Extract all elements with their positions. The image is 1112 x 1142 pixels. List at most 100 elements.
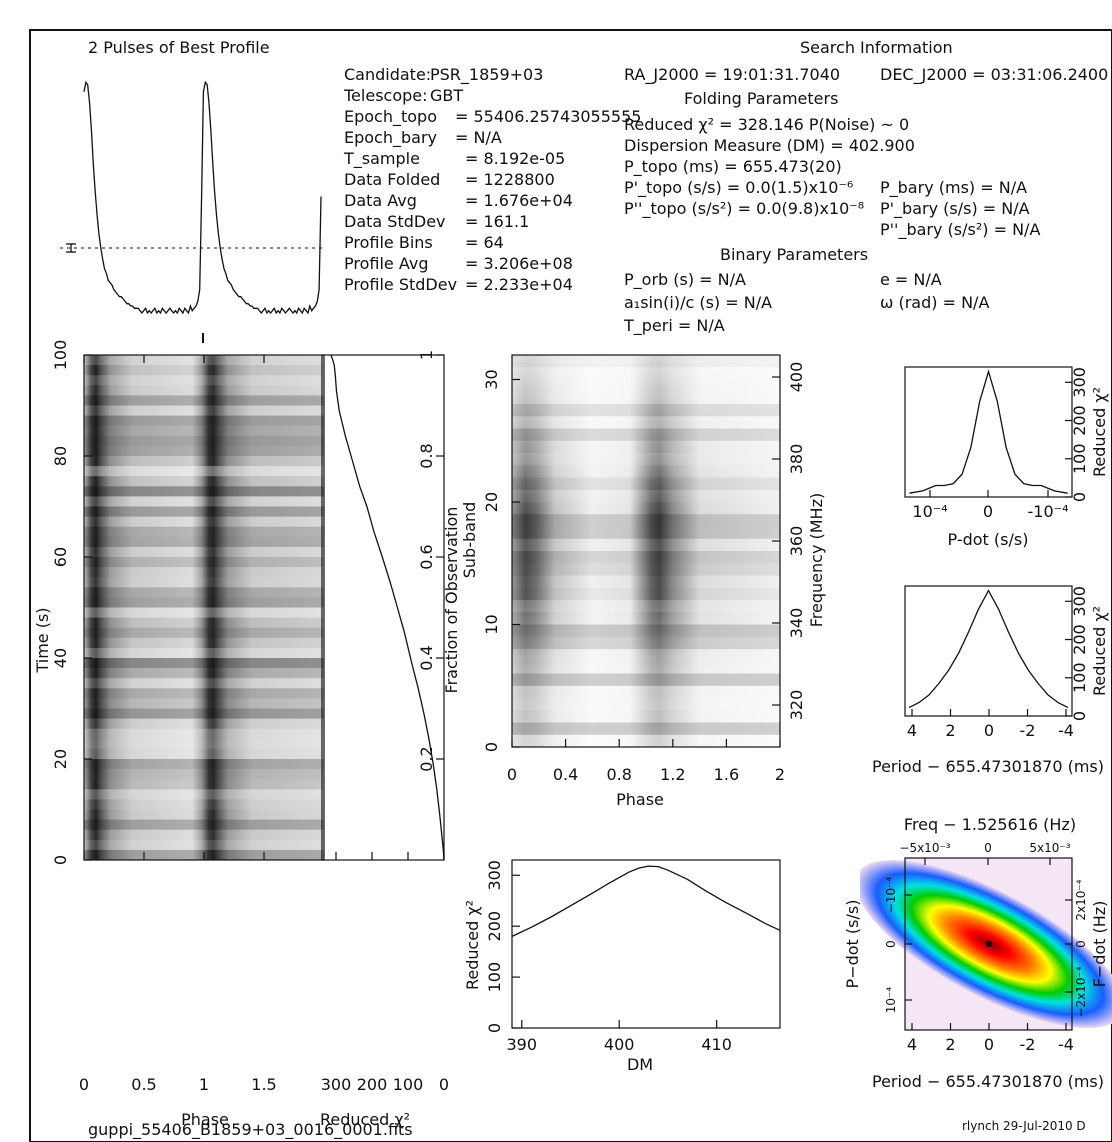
tick-label: 60 [51,547,70,567]
subint-row [84,577,324,588]
dm-chi2-line [511,865,781,937]
tick-label: -2 [1020,1035,1036,1054]
subint-row [84,456,324,467]
subint-row [84,830,324,840]
tick-label: 100 [485,962,504,993]
time-chi2-plot: 300 200 100 0 0.2 0.4 0.6 0.8 1 Reduced χ² Fract… [320,350,461,1129]
binary-line: P_orb (s) = N/A [624,270,746,290]
info-label: Profile Bins [344,233,433,252]
tick-label: 0 [1074,940,1088,948]
subint-row [84,567,324,577]
search-info-title: Search Information [800,38,953,57]
time-chi2-xlabel: Reduced χ² [320,1110,410,1129]
folding-line: P'_topo (s/s) = 0.0(1.5)x10⁻⁶ [624,178,853,198]
ra-text: RA_J2000 = 19:01:31.7040 [624,65,840,85]
subint-row [84,425,324,436]
tick-label: 0 [984,721,994,740]
subint-row [84,597,324,608]
dm-chi2-plot: 390 400 410 0 100 200 300 Reduced χ² DM [463,859,781,1074]
tick-label: 400 [787,362,806,393]
binary-title: Binary Parameters [720,245,868,264]
subint-row [84,738,324,749]
subband-xlabel: Phase [616,790,664,809]
subint-row [84,516,324,527]
tick-label: 0 [79,1075,89,1094]
tick-label: 1.6 [714,765,739,784]
pdot-chi2-line [909,369,1068,494]
tick-label: 0 [884,940,898,948]
barycentric-parameters: P_bary (ms) = N/AP'_bary (s/s) = N/AP''_… [880,178,1040,240]
info-label: Telescope: [343,86,428,105]
tick-label: 5x10⁻³ [1029,841,1070,855]
subband-row [512,441,780,453]
bary-line: P_bary (ms) = N/A [880,178,1027,198]
subint-row [84,607,324,618]
subint-row [84,810,324,820]
subband-row [512,563,780,576]
info-label: T_sample [343,149,420,169]
subint-row [84,526,324,537]
tick-label: 0 [984,841,992,855]
profile-line [83,80,322,315]
tick-label: 0 [51,855,70,865]
subband-row [512,428,780,441]
info-value: = 2.233e+04 [465,275,573,294]
subband-row [512,636,780,650]
pdot-chi2-ylabel: Reduced χ² [1090,387,1109,477]
info-value: = 1.676e+04 [465,191,573,210]
subint-row [84,546,324,557]
tick-label: 300 [321,1075,352,1094]
subint-row [84,445,324,456]
info-value: = N/A [455,128,502,147]
tick-label: 360 [787,526,806,557]
subband-row [512,465,780,477]
subband-row [512,379,780,392]
subband-row [512,612,780,624]
subband-row [512,453,780,466]
period-pdot-xlabel: Period − 655.47301870 (ms) [872,1072,1104,1091]
subint-row [84,375,324,386]
tick-label: 1 [199,1075,209,1094]
subband-row [512,526,780,539]
subband-row [512,734,780,748]
folding-title: Folding Parameters [684,89,838,108]
subband-row [512,685,780,699]
subint-row [84,678,324,689]
subband-row [512,576,780,588]
subint-row [84,395,324,406]
tick-label: 0.5 [131,1075,156,1094]
binary-line: ω (rad) = N/A [880,293,989,312]
subband-row [512,698,780,711]
profile-title: 2 Pulses of Best Profile [88,38,270,57]
tick-label: -4 [1058,721,1074,740]
subband-row [512,710,780,722]
subband-axis-label: Sub-band [460,502,479,578]
period-xlabel: Period − 655.47301870 (ms) [872,757,1104,776]
subint-row [84,718,324,729]
subband-row [512,404,780,417]
dm-chi2-ylabel: Reduced χ² [463,900,482,990]
info-label: Profile StdDev [344,275,457,294]
binary-line: e = N/A [880,270,942,289]
info-label: Data Folded [344,170,440,189]
pdot-xlabel: P-dot (s/s) [948,530,1029,549]
subint-row [84,789,324,800]
subband-row [512,673,780,686]
subint-row [84,365,324,376]
tick-label: 300 [1070,367,1089,398]
fdot-axis-label: F−dot (Hz) [1090,901,1109,988]
fraction-axis-label: Fraction of Observation [442,507,461,694]
subband-row [512,416,780,429]
subint-row [84,638,324,648]
info-label: Profile Avg [344,254,428,273]
tick-label: 80 [51,446,70,466]
tick-label: 200 [1070,624,1089,655]
subint-row [84,617,324,628]
subband-row [512,489,780,503]
info-value: GBT [430,86,463,105]
info-label: Candidate: [344,65,431,84]
subint-row [84,415,324,426]
tick-label: 0.2 [417,746,436,771]
